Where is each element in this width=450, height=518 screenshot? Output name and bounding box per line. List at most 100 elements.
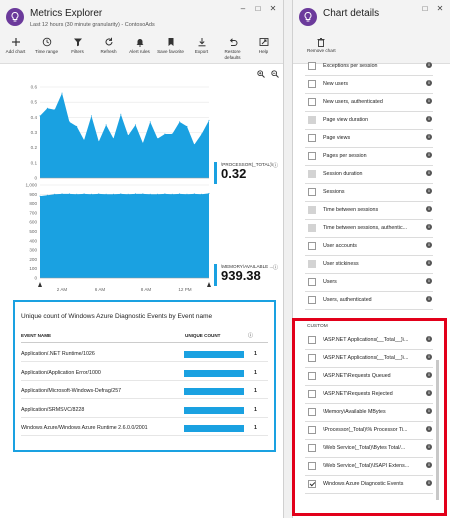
info-icon[interactable]: i (426, 278, 432, 284)
metric-checkbox[interactable] (308, 170, 316, 178)
metric-item[interactable]: Sessions i (305, 184, 433, 202)
info-icon[interactable]: i (426, 426, 432, 432)
metric-checkbox[interactable] (308, 134, 316, 142)
info-icon[interactable]: i (426, 242, 432, 248)
info-icon[interactable]: i (426, 98, 432, 104)
metric-item[interactable]: Exceptions per session i (305, 58, 433, 76)
info-icon[interactable]: i (426, 480, 432, 486)
range-start-handle[interactable] (38, 282, 42, 287)
metric-checkbox[interactable] (308, 336, 316, 344)
table-row[interactable]: Application/Application Error/1000 1 (21, 365, 268, 381)
close-icon[interactable]: ✕ (269, 4, 277, 13)
legend-processor[interactable]: \PROCESSOR(_TOTAL)\... ⓘ 0.32 (214, 162, 280, 184)
metric-checkbox[interactable] (308, 242, 316, 250)
info-icon[interactable]: i (426, 80, 432, 86)
table-row[interactable]: Application/SRMSVC/8228 1 (21, 402, 268, 418)
refresh-button[interactable]: Refresh (93, 36, 124, 64)
filters-button[interactable]: Filters (62, 36, 93, 64)
add-chart-button[interactable]: Add chart (0, 36, 31, 64)
metric-item[interactable]: User stickiness i (305, 256, 433, 274)
alert-rules-button[interactable]: Alert rules (124, 36, 155, 64)
metric-checkbox[interactable] (308, 152, 316, 160)
info-icon[interactable]: i (426, 134, 432, 140)
metric-checkbox[interactable] (308, 224, 316, 232)
info-icon[interactable]: i (426, 170, 432, 176)
metric-checkbox[interactable] (308, 260, 316, 268)
metrics-chart[interactable]: 0.6 0.5 0.4 0.3 0.2 0.1 0 1,000 900 800 700 600 500 4… (0, 82, 284, 294)
metric-item[interactable]: \Memory\Available MBytes i (305, 404, 433, 422)
metric-item[interactable]: Pages per session i (305, 148, 433, 166)
metric-checkbox[interactable] (308, 390, 316, 398)
metric-item[interactable]: Page views i (305, 130, 433, 148)
info-icon[interactable]: ⓘ (272, 265, 278, 271)
metric-item[interactable]: \ASP.NET Applications(__Total__)\... i (305, 332, 433, 350)
metric-item[interactable]: Page view duration i (305, 112, 433, 130)
metric-item[interactable]: \ASP.NET Applications(__Total__)\... i (305, 350, 433, 368)
metric-checkbox[interactable] (308, 296, 316, 304)
info-icon[interactable]: ⓘ (272, 163, 278, 169)
metric-item[interactable]: User accounts i (305, 238, 433, 256)
help-button[interactable]: Help (248, 36, 279, 64)
metric-checkbox[interactable] (308, 462, 316, 470)
metric-checkbox[interactable] (308, 80, 316, 88)
table-row[interactable]: Windows Azure/Windows Azure Runtime 2.6.… (21, 420, 268, 436)
metric-item[interactable]: Users i (305, 274, 433, 292)
info-icon[interactable]: i (426, 354, 432, 360)
restore-defaults-button[interactable]: Restore defaults (217, 36, 248, 64)
events-table-panel[interactable]: Unique count of Windows Azure Diagnostic… (13, 300, 276, 452)
export-button[interactable]: Export (186, 36, 217, 64)
metric-checkbox[interactable] (308, 278, 316, 286)
info-icon[interactable]: i (426, 206, 432, 212)
metric-checkbox[interactable] (308, 426, 316, 434)
table-row[interactable]: Application/.NET Runtime/1026 1 (21, 346, 268, 362)
save-favorite-button[interactable]: Save favorite (155, 36, 186, 64)
metric-item[interactable]: Time between sessions, authentic... i (305, 220, 433, 238)
info-icon[interactable]: i (426, 408, 432, 414)
info-icon[interactable]: i (426, 62, 432, 68)
info-icon[interactable]: i (426, 224, 432, 230)
info-icon[interactable]: i (426, 372, 432, 378)
minimize-icon[interactable]: – (240, 4, 246, 13)
info-icon[interactable]: i (426, 444, 432, 450)
info-icon[interactable]: i (426, 390, 432, 396)
info-icon[interactable]: ⓘ (248, 333, 254, 339)
metric-checkbox[interactable] (308, 480, 316, 488)
legend-memory[interactable]: \MEMORY\AVAILABLE ... ⓘ 939.38 (214, 264, 280, 286)
zoom-in-icon[interactable] (257, 70, 265, 78)
close-icon[interactable]: ✕ (436, 4, 444, 13)
table-row[interactable]: Application/Microsoft-Windows-Defrag/257… (21, 383, 268, 399)
metric-item[interactable]: New users, authenticated i (305, 94, 433, 112)
scrollbar-thumb[interactable] (436, 360, 439, 500)
metric-item[interactable]: Time between sessions i (305, 202, 433, 220)
info-icon[interactable]: i (426, 152, 432, 158)
metric-checkbox[interactable] (308, 354, 316, 362)
maximize-icon[interactable]: □ (422, 4, 428, 13)
metric-checkbox[interactable] (308, 408, 316, 416)
zoom-out-icon[interactable] (271, 70, 279, 78)
info-icon[interactable]: i (426, 296, 432, 302)
metric-item[interactable]: \ASP.NET\Requests Rejected i (305, 386, 433, 404)
range-end-handle[interactable] (207, 282, 211, 287)
info-icon[interactable]: i (426, 188, 432, 194)
metric-item[interactable]: Windows Azure Diagnostic Events i (305, 476, 433, 494)
metric-item[interactable]: \Processor(_Total)\% Processor Ti... i (305, 422, 433, 440)
metric-checkbox[interactable] (308, 188, 316, 196)
metric-checkbox[interactable] (308, 372, 316, 380)
metric-checkbox[interactable] (308, 116, 316, 124)
metric-item[interactable]: \Web Service(_Total)\ISAPI Extens... i (305, 458, 433, 476)
remove-chart-button[interactable]: Remove chart (307, 38, 336, 54)
metric-checkbox[interactable] (308, 62, 316, 70)
info-icon[interactable]: i (426, 336, 432, 342)
info-icon[interactable]: i (426, 116, 432, 122)
info-icon[interactable]: i (426, 462, 432, 468)
metric-checkbox[interactable] (308, 444, 316, 452)
metric-item[interactable]: \ASP.NET\Requests Queued i (305, 368, 433, 386)
metric-checkbox[interactable] (308, 206, 316, 214)
metric-item[interactable]: Users, authenticated i (305, 292, 433, 310)
maximize-icon[interactable]: □ (255, 4, 261, 13)
metric-item[interactable]: New users i (305, 76, 433, 94)
metric-item[interactable]: \Web Service(_Total)\Bytes Total/... i (305, 440, 433, 458)
metric-item[interactable]: Session duration i (305, 166, 433, 184)
time-range-button[interactable]: Time range (31, 36, 62, 64)
info-icon[interactable]: i (426, 260, 432, 266)
